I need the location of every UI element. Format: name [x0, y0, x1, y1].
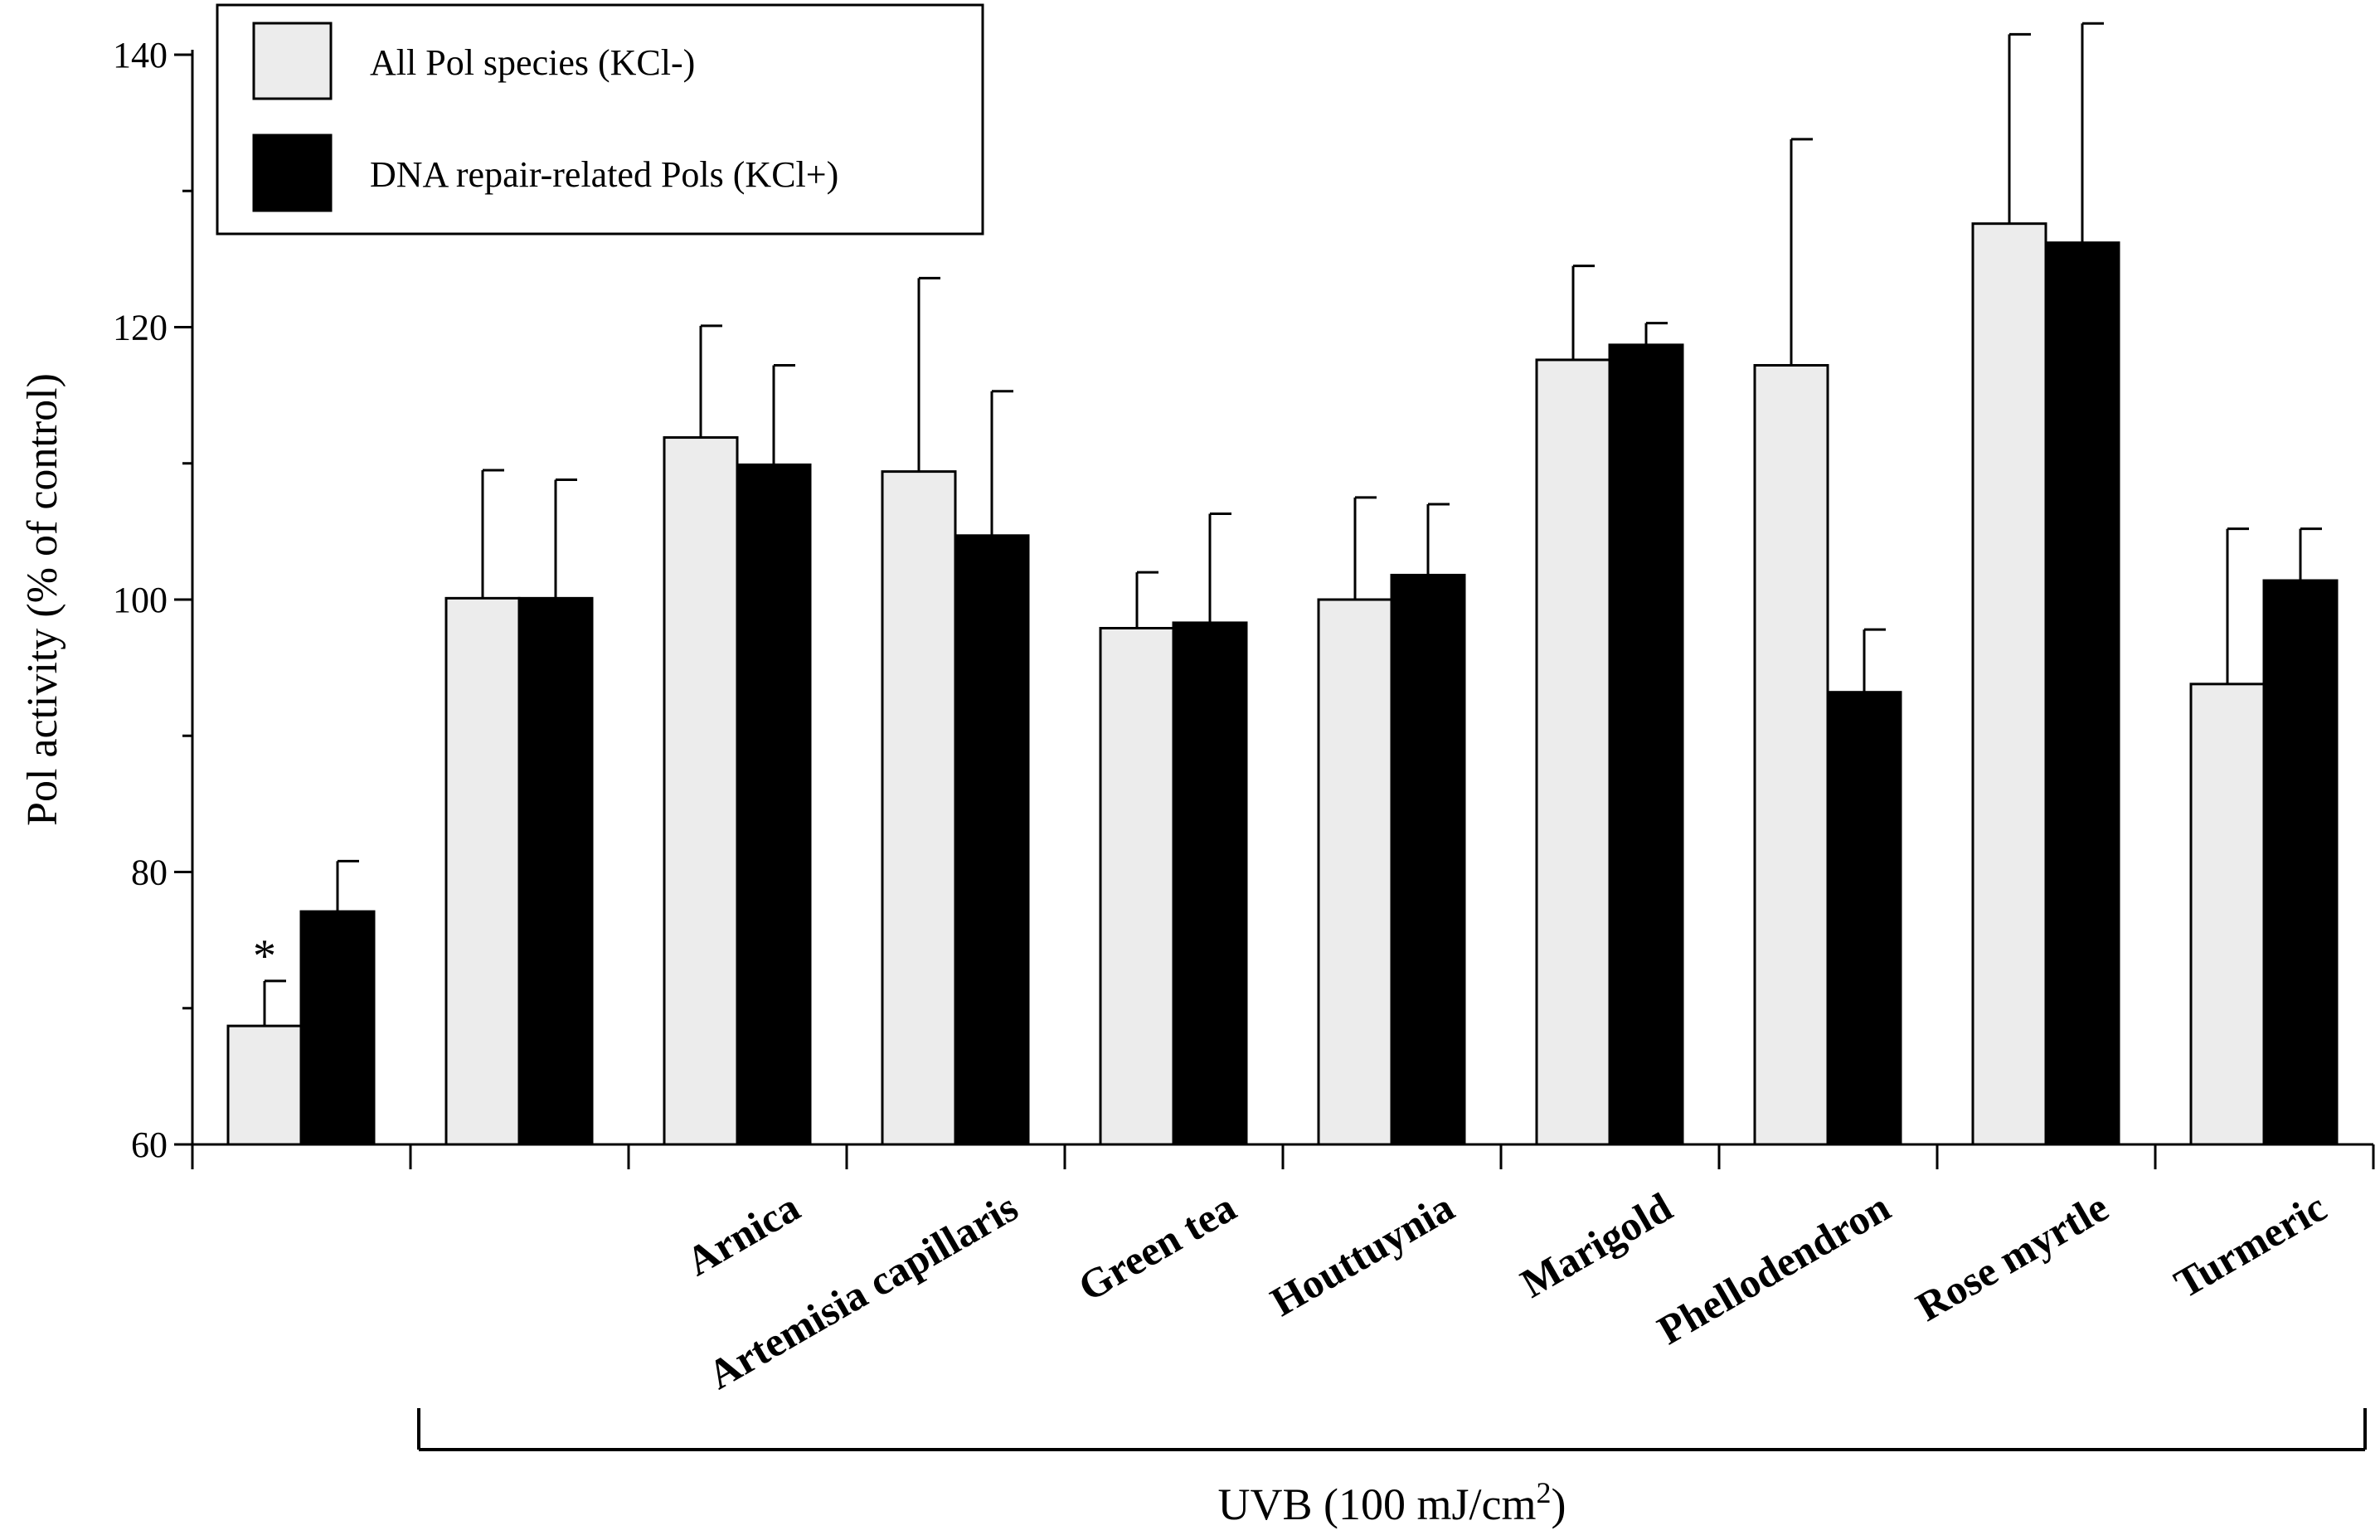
bar	[1535, 358, 1611, 1146]
bar	[2189, 683, 2266, 1146]
legend-label: DNA repair-related Pols (KCl+)	[370, 154, 838, 195]
bar	[736, 463, 812, 1146]
legend-label: All Pol species (KCl-)	[370, 42, 695, 83]
legend-swatch	[252, 22, 333, 100]
y-tick-label: 120	[113, 308, 168, 348]
bar	[1826, 691, 1902, 1146]
bar	[663, 436, 739, 1146]
bars: *	[226, 22, 2339, 1146]
category-label: Arnica	[678, 1183, 807, 1285]
significance-star: *	[253, 930, 276, 982]
category-label: Rose myrtle	[1908, 1183, 2115, 1330]
y-tick-label: 80	[131, 853, 168, 893]
y-tick-label: 60	[131, 1125, 168, 1165]
bar	[1971, 222, 2047, 1146]
bar	[1390, 573, 1466, 1146]
bar	[299, 910, 376, 1146]
legend-box	[216, 3, 984, 236]
bar	[517, 596, 594, 1146]
category-label: Marigold	[1513, 1183, 1679, 1307]
legend: All Pol species (KCl-) DNA repair-related…	[216, 3, 984, 236]
category-label: Green tea	[1071, 1183, 1244, 1310]
y-tick-label: 100	[113, 580, 168, 620]
category-label: Phellodendron	[1649, 1183, 1897, 1353]
bar	[226, 1024, 303, 1146]
bar	[954, 534, 1030, 1146]
uvb-bracket: UVB (100 mJ/cm2)	[417, 1408, 2367, 1529]
bar	[2262, 579, 2339, 1146]
y-tick-label: 140	[113, 35, 168, 75]
bar	[444, 596, 521, 1146]
bar	[881, 470, 957, 1146]
y-axis-title: Pol activity (% of control)	[19, 373, 66, 826]
bar	[2044, 241, 2120, 1146]
bar	[1099, 626, 1175, 1146]
y-axis: 60 80 100 120 140 Pol activity (% of control)	[19, 35, 194, 1165]
bar	[1753, 363, 1829, 1146]
category-label: Turmeric	[2167, 1183, 2334, 1307]
legend-swatch	[252, 134, 333, 212]
category-label: Houttuynia	[1263, 1183, 1462, 1325]
bar	[1608, 343, 1684, 1146]
bar	[1172, 621, 1248, 1146]
bar	[1317, 598, 1393, 1146]
bracket-label: UVB (100 mJ/cm2)	[1218, 1476, 1566, 1529]
